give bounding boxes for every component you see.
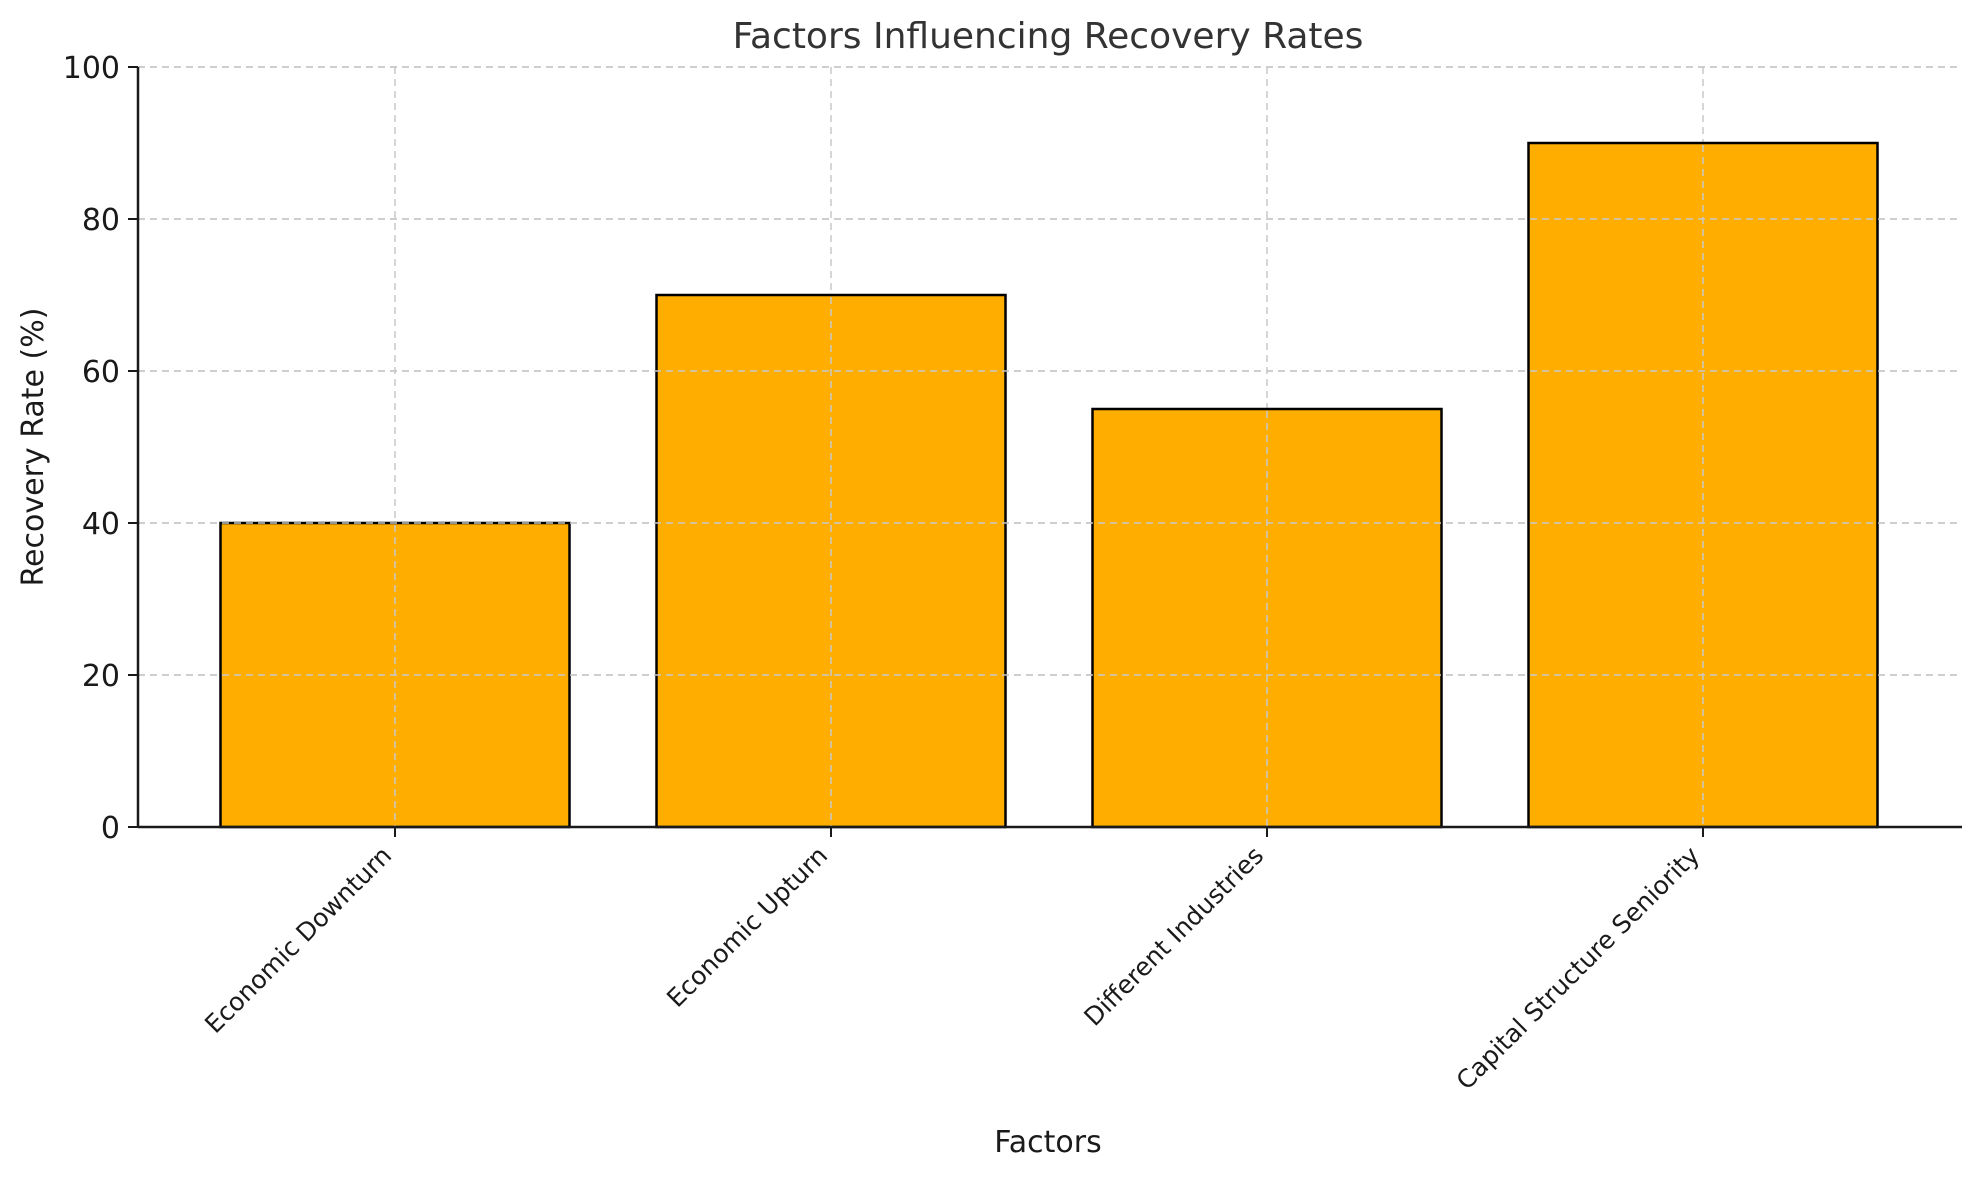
y-tick-label: 40 <box>82 507 120 542</box>
y-tick-label: 20 <box>82 659 120 694</box>
y-tick-label: 100 <box>63 51 120 86</box>
y-axis-label: Recovery Rate (%) <box>16 308 51 587</box>
grid-overlay <box>138 66 1962 827</box>
chart-title: Factors Influencing Recovery Rates <box>733 16 1364 57</box>
y-tick-label: 80 <box>82 203 120 238</box>
bars <box>138 66 1962 829</box>
x-axis-label: Factors <box>994 1125 1101 1160</box>
y-tick-label: 0 <box>101 811 120 846</box>
y-axis-ticks: 0 20 40 60 80 100 <box>63 51 138 846</box>
y-tick-label: 60 <box>82 355 120 390</box>
